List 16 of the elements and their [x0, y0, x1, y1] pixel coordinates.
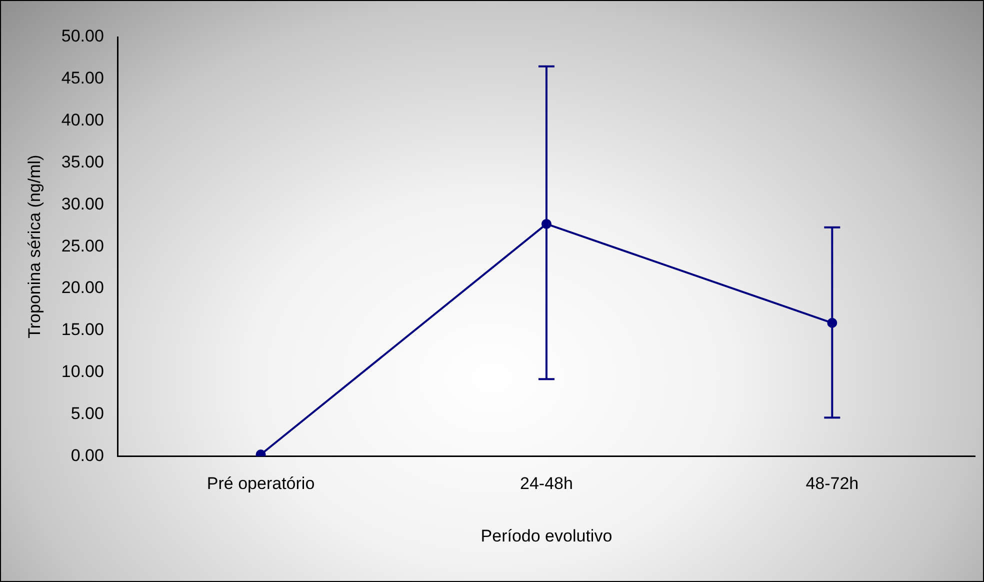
y-tick-label: 50.00 [61, 26, 104, 46]
y-tick-label: 10.00 [61, 362, 104, 382]
y-tick-label: 0.00 [70, 446, 104, 465]
y-tick-label: 15.00 [61, 320, 104, 340]
y-tick-label: 40.00 [61, 110, 104, 130]
y-tick-label: 35.00 [61, 152, 104, 172]
y-tick-label: 45.00 [61, 68, 104, 88]
y-tick-label: 20.00 [61, 278, 104, 298]
y-tick-label: 25.00 [61, 236, 104, 256]
x-tick-label: 24-48h [520, 474, 573, 494]
y-axis-title: Troponina sérica (ng/ml) [24, 154, 44, 338]
x-tick-label: Pré operatório [206, 474, 315, 494]
y-tick-label: 5.00 [70, 404, 104, 423]
y-tick-label: 30.00 [61, 194, 104, 214]
x-axis-title: Período evolutivo [480, 526, 612, 546]
x-tick-label: 48-72h [806, 474, 859, 494]
